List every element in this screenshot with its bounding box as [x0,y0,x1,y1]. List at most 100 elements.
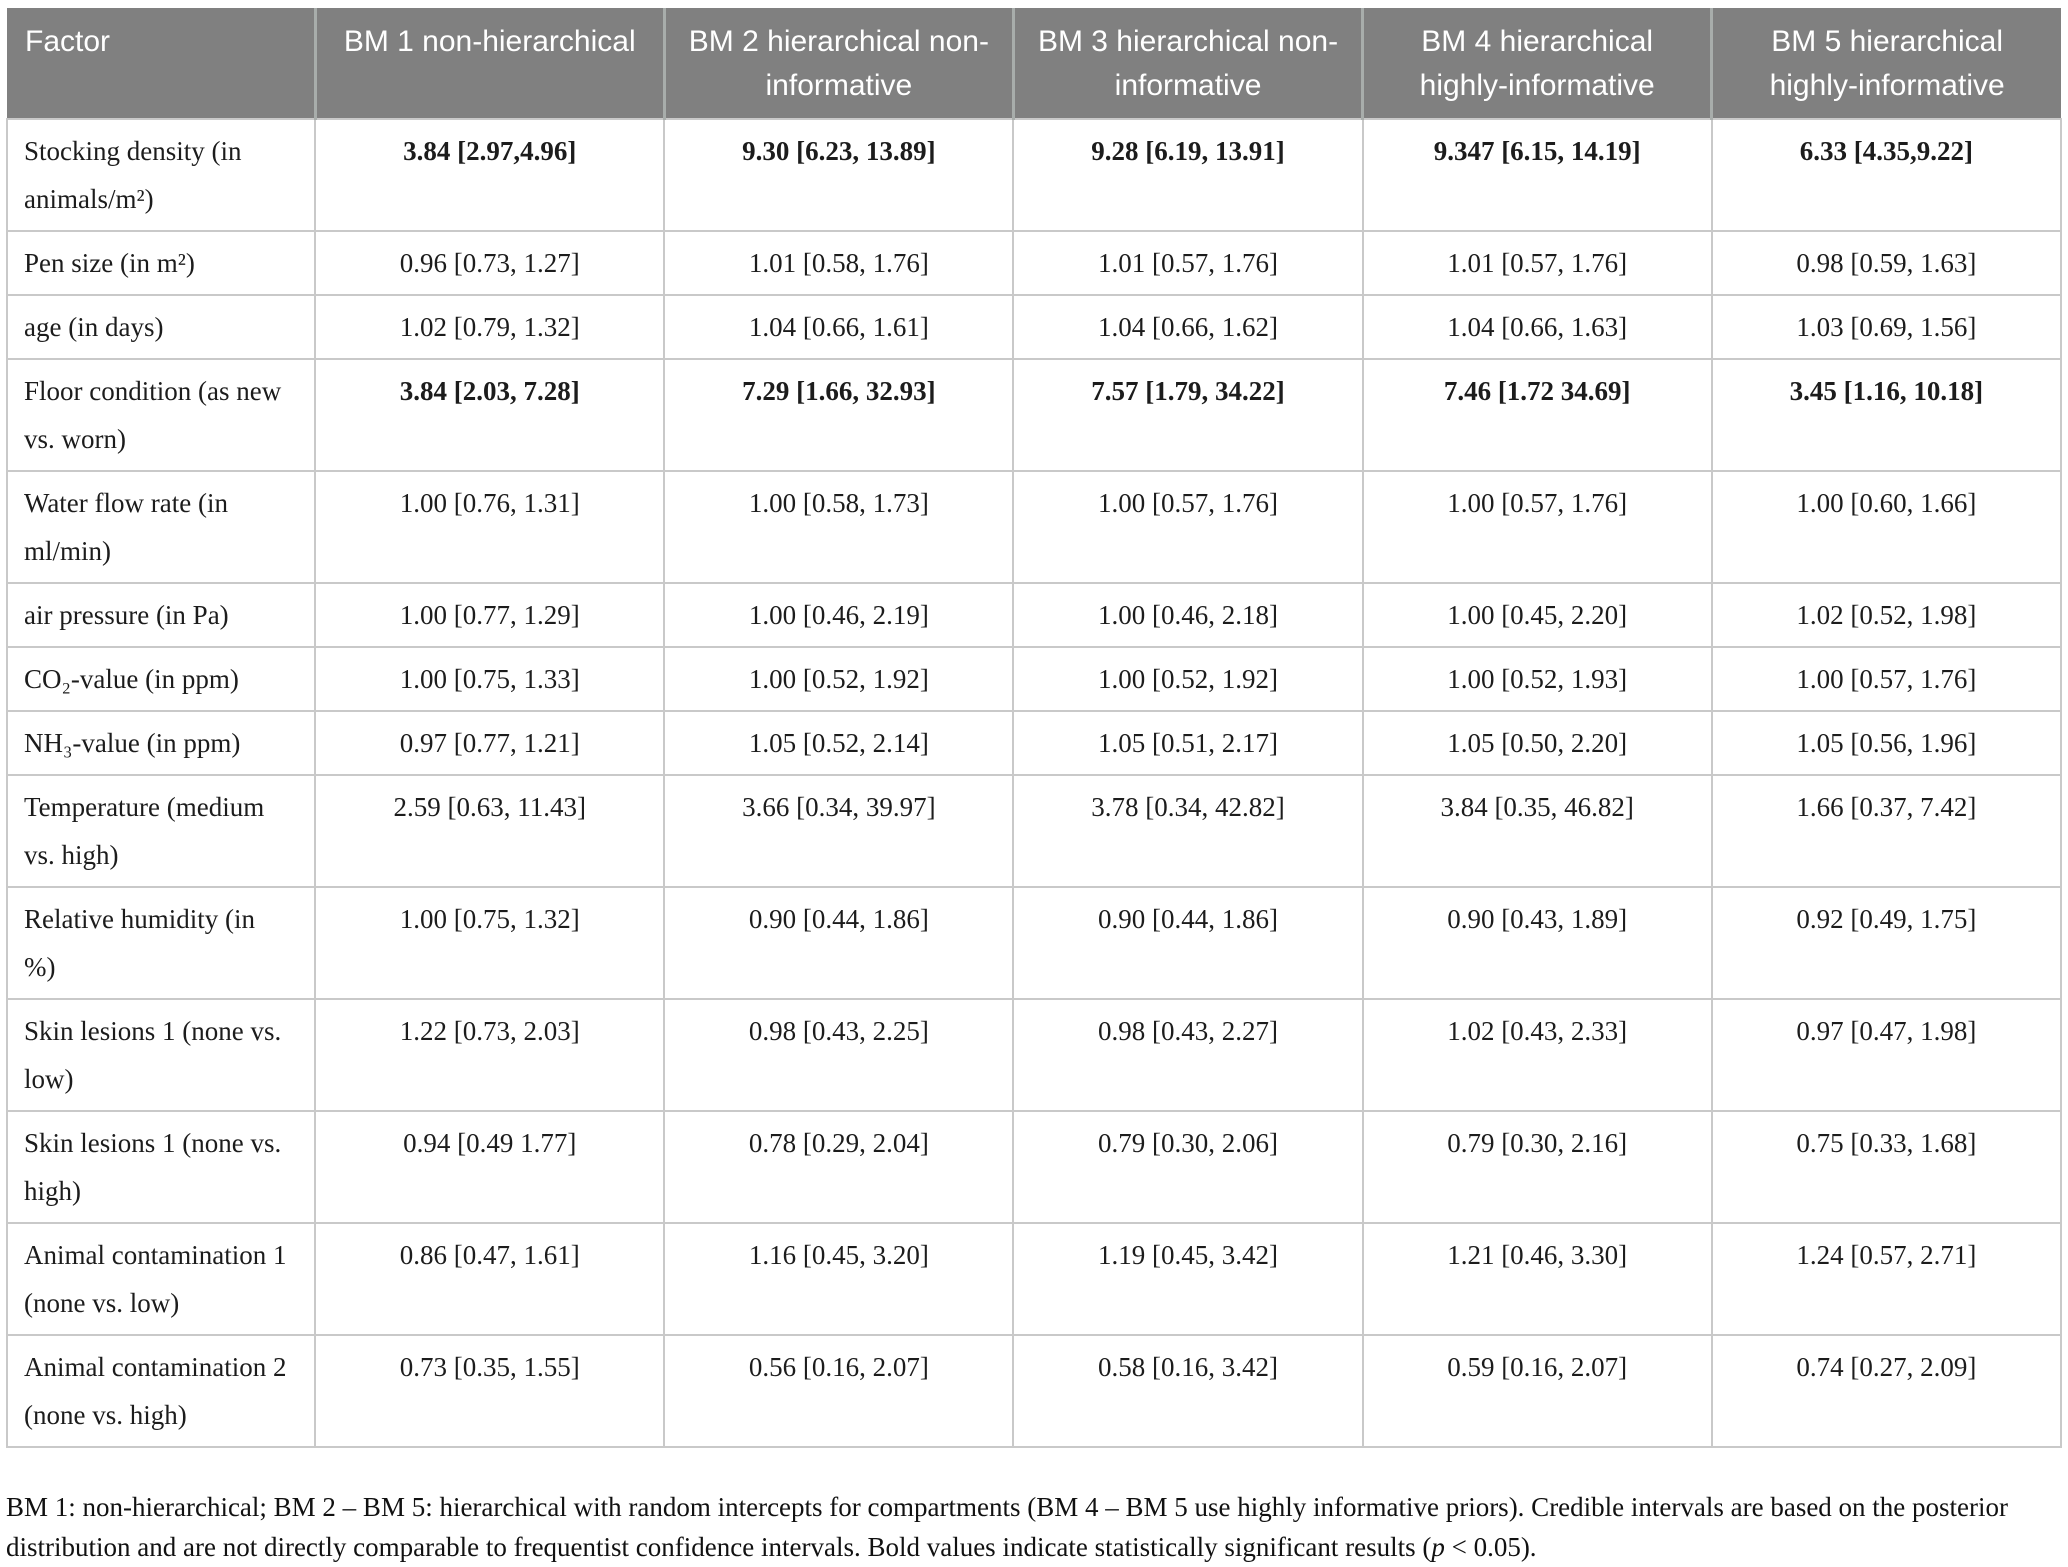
value-cell: 1.00 [0.76, 1.31] [314,470,666,584]
table-row: Temperature (medium vs. high) 2.59 [0.63… [5,774,2063,888]
value-cell: 1.00 [0.77, 1.29] [314,582,666,648]
factor-cell: Skin lesions 1 (none vs. high) [5,1110,317,1224]
value-cell: 3.84 [0.35, 46.82] [1361,774,1713,888]
value-cell: 1.02 [0.52, 1.98] [1710,582,2063,648]
value-cell: 1.00 [0.57, 1.76] [1361,470,1713,584]
table-row: Animal contamination 1 (none vs. low) 0.… [5,1222,2063,1336]
value-cell: 1.04 [0.66, 1.61] [663,294,1015,360]
value-cell: 1.00 [0.46, 2.18] [1012,582,1364,648]
table-footnote: BM 1: non-hierarchical; BM 2 – BM 5: hie… [6,1475,2062,1567]
value-cell: 9.347 [6.15, 14.19] [1361,118,1713,232]
factor-cell: Pen size (in m²) [5,230,317,296]
value-cell: 1.16 [0.45, 3.20] [663,1222,1015,1336]
value-cell: 3.78 [0.34, 42.82] [1012,774,1364,888]
value-cell: 0.94 [0.49 1.77] [314,1110,666,1224]
value-cell: 0.98 [0.43, 2.27] [1012,998,1364,1112]
factor-cell: Relative humidity (in %) [5,886,317,1000]
value-cell: 0.79 [0.30, 2.06] [1012,1110,1364,1224]
value-cell: 1.02 [0.79, 1.32] [314,294,666,360]
value-cell: 3.45 [1.16, 10.18] [1710,358,2063,472]
value-cell: 1.00 [0.75, 1.33] [314,646,666,712]
value-cell: 1.21 [0.46, 3.30] [1361,1222,1713,1336]
column-header-bm2: BM 2 hierarchical non-informative [662,8,1014,119]
factor-cell: Temperature (medium vs. high) [5,774,317,888]
results-table: Factor BM 1 non-hierarchical BM 2 hierar… [5,8,2063,1448]
value-cell: 1.00 [0.52, 1.92] [1012,646,1364,712]
column-header-bm1: BM 1 non-hierarchical [313,8,665,119]
value-cell: 1.00 [0.52, 1.93] [1361,646,1713,712]
table-body: Stocking density (in animals/m²) 3.84 [2… [5,118,2063,1448]
value-cell: 0.58 [0.16, 3.42] [1012,1334,1364,1448]
value-cell: 1.00 [0.60, 1.66] [1710,470,2063,584]
factor-cell: Stocking density (in animals/m²) [5,118,317,232]
table-row: Relative humidity (in %) 1.00 [0.75, 1.3… [5,886,2063,1000]
value-cell: 0.96 [0.73, 1.27] [314,230,666,296]
value-cell: 1.05 [0.51, 2.17] [1012,710,1364,776]
table-row: Floor condition (as new vs. worn) 3.84 [… [5,358,2063,472]
value-cell: 1.04 [0.66, 1.62] [1012,294,1364,360]
column-header-factor: Factor [7,8,316,119]
value-cell: 1.00 [0.75, 1.32] [314,886,666,1000]
factor-cell: Floor condition (as new vs. worn) [5,358,317,472]
value-cell: 1.04 [0.66, 1.63] [1361,294,1713,360]
value-cell: 0.97 [0.47, 1.98] [1710,998,2063,1112]
value-cell: 1.01 [0.58, 1.76] [663,230,1015,296]
value-cell: 7.46 [1.72 34.69] [1361,358,1713,472]
header-row: Factor BM 1 non-hierarchical BM 2 hierar… [7,8,2061,119]
value-cell: 1.22 [0.73, 2.03] [314,998,666,1112]
value-cell: 0.97 [0.77, 1.21] [314,710,666,776]
value-cell: 0.90 [0.44, 1.86] [1012,886,1364,1000]
table-row: Stocking density (in animals/m²) 3.84 [2… [5,118,2063,232]
footnote-text-after: < 0.05). [1444,1532,1537,1562]
value-cell: 1.03 [0.69, 1.56] [1710,294,2063,360]
value-cell: 0.92 [0.49, 1.75] [1710,886,2063,1000]
value-cell: 1.00 [0.46, 2.19] [663,582,1015,648]
value-cell: 0.73 [0.35, 1.55] [314,1334,666,1448]
value-cell: 9.30 [6.23, 13.89] [663,118,1015,232]
value-cell: 0.90 [0.44, 1.86] [663,886,1015,1000]
table-row: Skin lesions 1 (none vs. high) 0.94 [0.4… [5,1110,2063,1224]
table-row: Animal contamination 2 (none vs. high) 0… [5,1334,2063,1448]
footnote-text-before: BM 1: non-hierarchical; BM 2 – BM 5: hie… [6,1492,2009,1562]
value-cell: 6.33 [4.35,9.22] [1710,118,2063,232]
value-cell: 0.78 [0.29, 2.04] [663,1110,1015,1224]
factor-cell: CO₂-value (in ppm) [5,646,317,712]
value-cell: 2.59 [0.63, 11.43] [314,774,666,888]
value-cell: 0.98 [0.43, 2.25] [663,998,1015,1112]
factor-cell: Water flow rate (in ml/min) [5,470,317,584]
value-cell: 3.66 [0.34, 39.97] [663,774,1015,888]
table-row: age (in days) 1.02 [0.79, 1.32] 1.04 [0.6… [5,294,2063,360]
value-cell: 0.59 [0.16, 2.07] [1361,1334,1713,1448]
value-cell: 0.75 [0.33, 1.68] [1710,1110,2063,1224]
factor-cell: air pressure (in Pa) [5,582,317,648]
factor-cell: NH₃-value (in ppm) [5,710,317,776]
value-cell: 1.05 [0.56, 1.96] [1710,710,2063,776]
factor-cell: Animal contamination 1 (none vs. low) [5,1222,317,1336]
value-cell: 3.84 [2.03, 7.28] [314,358,666,472]
value-cell: 1.24 [0.57, 2.71] [1710,1222,2063,1336]
value-cell: 1.19 [0.45, 3.42] [1012,1222,1364,1336]
value-cell: 0.90 [0.43, 1.89] [1361,886,1713,1000]
table-row: NH₃-value (in ppm) 0.97 [0.77, 1.21] 1.05… [5,710,2063,776]
value-cell: 1.02 [0.43, 2.33] [1361,998,1713,1112]
value-cell: 1.00 [0.52, 1.92] [663,646,1015,712]
value-cell: 1.00 [0.45, 2.20] [1361,582,1713,648]
value-cell: 7.57 [1.79, 34.22] [1012,358,1364,472]
value-cell: 3.84 [2.97,4.96] [314,118,666,232]
value-cell: 1.00 [0.58, 1.73] [663,470,1015,584]
value-cell: 0.74 [0.27, 2.09] [1710,1334,2063,1448]
column-header-bm4: BM 4 hierarchical highly-informative [1361,8,1712,119]
value-cell: 0.79 [0.30, 2.16] [1361,1110,1713,1224]
value-cell: 0.98 [0.59, 1.63] [1710,230,2063,296]
value-cell: 1.66 [0.37, 7.42] [1710,774,2063,888]
value-cell: 7.29 [1.66, 32.93] [663,358,1015,472]
factor-cell: Skin lesions 1 (none vs. low) [5,998,317,1112]
table-row: Pen size (in m²) 0.96 [0.73, 1.27] 1.01 [… [5,230,2063,296]
value-cell: 0.56 [0.16, 2.07] [663,1334,1015,1448]
table-row: air pressure (in Pa) 1.00 [0.77, 1.29] 1.… [5,582,2063,648]
column-header-bm5: BM 5 hierarchical highly-informative [1710,8,2061,119]
value-cell: 1.05 [0.52, 2.14] [663,710,1015,776]
footnote-p-symbol: p [1431,1532,1445,1562]
value-cell: 1.05 [0.50, 2.20] [1361,710,1713,776]
